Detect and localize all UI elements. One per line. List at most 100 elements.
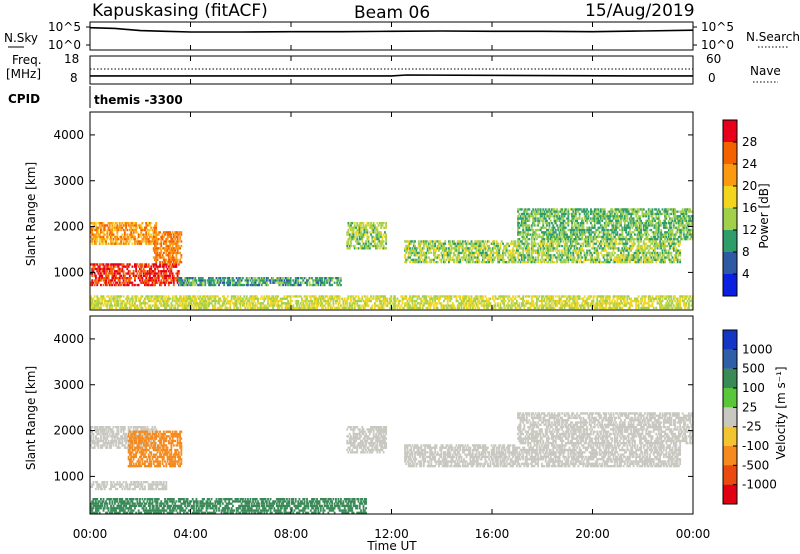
power-cell: [289, 297, 292, 300]
power-cell: [144, 304, 146, 307]
power-cell: [287, 277, 290, 280]
power-cell: [169, 297, 171, 300]
power-cell: [111, 277, 114, 280]
power-cell: [598, 299, 601, 303]
power-cell: [154, 244, 156, 248]
power-cell: [611, 302, 614, 305]
power-cell: [245, 279, 248, 282]
power-cell: [350, 235, 352, 239]
power-cell: [519, 224, 522, 227]
power-cell: [323, 283, 326, 287]
power-cell: [146, 283, 149, 287]
power-cell: [302, 279, 305, 282]
power-cell: [450, 295, 453, 298]
power-cell: [234, 302, 237, 305]
power-cell: [401, 297, 404, 300]
power-cell: [554, 304, 557, 307]
power-cell: [537, 249, 540, 252]
power-cell: [596, 304, 599, 307]
power-cell: [244, 297, 247, 300]
power-cell: [108, 231, 111, 234]
power-cell: [355, 231, 357, 234]
power-cell: [433, 254, 435, 257]
power-cell: [380, 242, 383, 245]
power-cell: [670, 297, 673, 300]
power-cell: [590, 295, 592, 298]
power-cell: [219, 304, 222, 307]
power-cell: [635, 249, 638, 252]
power-cell: [671, 247, 674, 250]
power-cell: [617, 247, 620, 250]
power-cell: [523, 261, 526, 264]
power-cell: [390, 295, 393, 298]
power-cell: [120, 302, 123, 305]
power-cell: [125, 272, 128, 275]
power-cell: [458, 244, 460, 248]
power-cell: [351, 233, 354, 236]
power-cell: [137, 233, 140, 236]
power-cell: [588, 295, 591, 298]
power-cell: [117, 238, 120, 241]
power-cell: [415, 249, 418, 252]
power-cell: [532, 299, 535, 303]
power-cell: [660, 258, 663, 261]
power-cell: [279, 281, 282, 284]
power-cell: [175, 258, 178, 261]
power-cell: [662, 244, 665, 248]
power-cell: [117, 272, 120, 275]
power-cell: [385, 233, 388, 236]
power-cell: [154, 274, 156, 277]
power-cell: [569, 240, 572, 243]
power-cell: [607, 247, 610, 250]
power-cell: [164, 249, 166, 252]
power-cell: [455, 258, 458, 261]
power-cell: [409, 249, 411, 252]
power-cell: [154, 235, 156, 239]
power-cell: [210, 299, 213, 303]
power-cell: [635, 297, 638, 300]
power-cell: [425, 240, 428, 243]
power-cell: [488, 258, 491, 261]
power-cell: [578, 261, 581, 264]
power-cell: [92, 267, 95, 271]
power-cell: [577, 254, 580, 257]
power-cell: [475, 242, 478, 245]
power-cell: [440, 304, 443, 307]
power-cell: [562, 304, 565, 307]
power-cell: [583, 254, 586, 257]
power-cell: [180, 240, 183, 243]
power-cell: [102, 295, 105, 298]
power-cell: [665, 297, 668, 300]
power-cell: [556, 304, 558, 307]
power-cell: [277, 304, 280, 307]
power-cell: [162, 272, 165, 275]
power-cell: [561, 295, 563, 298]
power-cell: [297, 281, 300, 284]
power-cell: [665, 244, 668, 248]
power-cell: [483, 258, 486, 261]
power-cell: [96, 263, 99, 266]
power-cell: [132, 270, 135, 273]
power-cell: [302, 299, 305, 303]
power-cell: [438, 249, 440, 252]
power-cell: [240, 302, 243, 305]
power-cell: [127, 302, 130, 305]
power-cell: [397, 302, 400, 305]
power-cell: [346, 247, 349, 250]
power-cell: [141, 270, 144, 273]
power-cell: [269, 299, 272, 303]
power-cell: [544, 258, 547, 261]
power-cell: [421, 254, 424, 257]
power-cell: [111, 224, 114, 227]
power-cell: [659, 242, 661, 245]
power-cell: [188, 304, 190, 307]
power-cell: [167, 265, 170, 268]
power-cell: [125, 226, 128, 229]
power-cell: [172, 263, 175, 266]
power-cell: [171, 304, 174, 307]
power-cell: [149, 283, 151, 287]
power-cell: [252, 297, 254, 300]
power-cell: [378, 222, 381, 225]
power-cell: [331, 277, 334, 280]
power-cell: [677, 251, 680, 255]
